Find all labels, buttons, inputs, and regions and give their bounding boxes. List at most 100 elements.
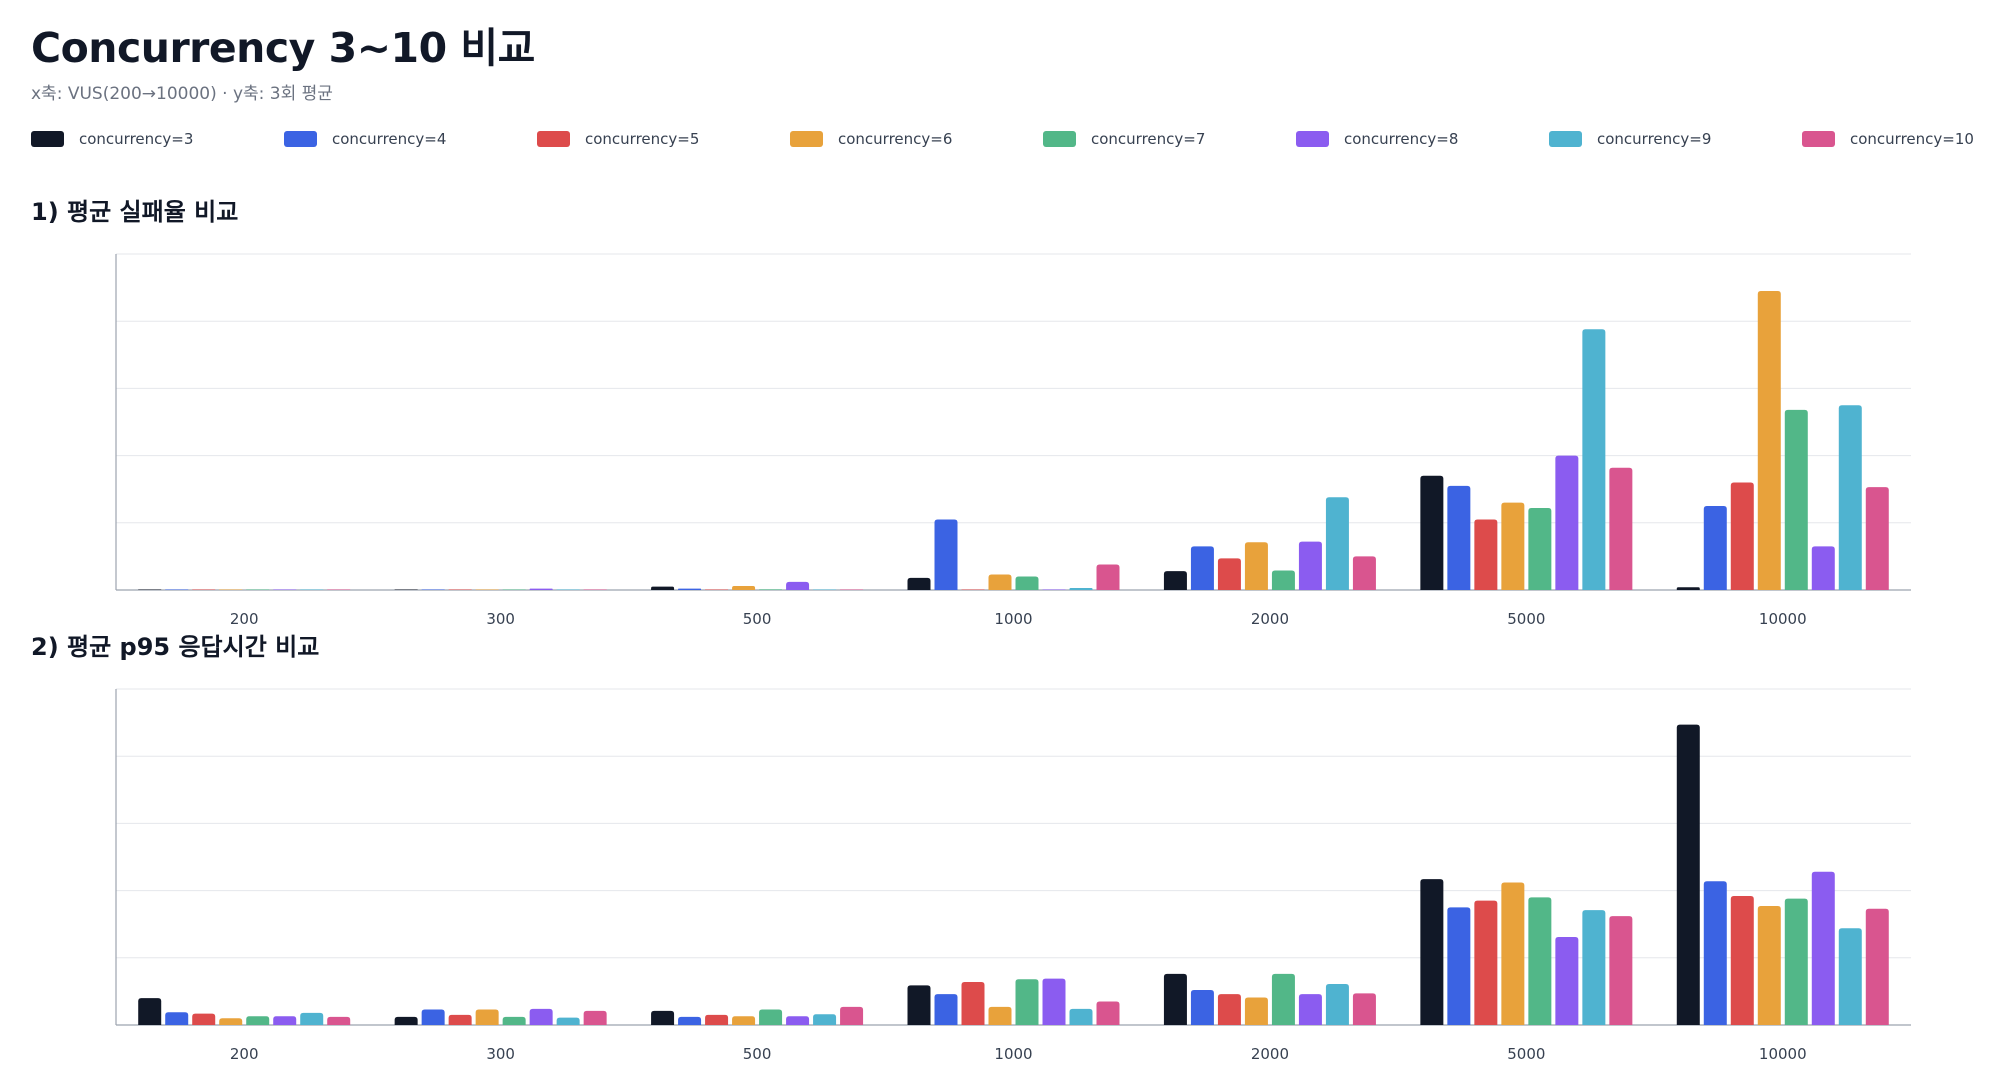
bar [1015,576,1039,590]
legend-label: concurrency=10 [1850,130,1974,148]
bar [394,1016,418,1025]
bar [1474,900,1498,1025]
failure-rate-chart: 200 300 500 1000 2000 5000 10000 [115,253,1911,628]
bar [475,589,499,590]
p95-latency-chart: 200 300 500 1000 2000 5000 10000 [115,688,1911,1063]
bar [813,1014,837,1025]
bar [786,1016,810,1025]
bar [1163,571,1187,590]
bar [1703,881,1727,1025]
bar [1784,898,1808,1025]
bar [246,1016,270,1025]
x-tick-label: 300 [486,1045,515,1063]
bar [1190,546,1214,590]
bar [1838,405,1862,590]
bar [394,589,418,590]
bar [1757,290,1781,590]
bar [1096,564,1120,590]
x-tick-label: 2000 [1251,1045,1289,1063]
x-tick-label: 1000 [994,610,1032,628]
x-tick-label: 1000 [994,1045,1032,1063]
bar [1703,506,1727,590]
legend-swatch [1802,131,1835,147]
bar [1838,928,1862,1025]
legend-label: concurrency=7 [1091,130,1206,148]
x-tick-label: 300 [486,610,515,628]
bar [786,581,810,590]
x-tick-label: 10000 [1759,1045,1807,1063]
bar [1042,978,1066,1025]
bar [840,589,864,590]
bar [1298,994,1322,1025]
bar [732,1016,756,1025]
bar [219,1018,243,1025]
bar [502,1016,526,1025]
bar [961,981,985,1025]
bar [1609,916,1633,1025]
bar [1244,542,1268,590]
bar [1609,467,1633,590]
bar [1784,409,1808,590]
legend-label: concurrency=3 [79,130,194,148]
bar [1582,329,1606,590]
legend-label: concurrency=5 [585,130,700,148]
bar [732,585,756,590]
bar [1352,556,1376,590]
bar [475,1009,499,1025]
bar [678,588,702,590]
bar [678,1016,702,1025]
bar [988,574,1012,590]
bar [421,589,445,590]
bar [1865,487,1889,590]
bar [192,589,216,590]
x-tick-label: 5000 [1507,610,1545,628]
legend-swatch [537,131,570,147]
bar [1501,882,1525,1025]
legend-item-concurrency-3: concurrency=3 [31,130,193,148]
bar [1555,936,1579,1025]
bar [1811,871,1835,1025]
bar [907,985,931,1025]
bar [327,1016,351,1025]
legend-item-concurrency-9: concurrency=9 [1549,130,1711,148]
legend-item-concurrency-7: concurrency=7 [1043,130,1205,148]
bar [1676,587,1700,590]
bar [192,1013,216,1025]
bar [1069,1008,1093,1025]
legend-swatch [31,131,64,147]
bar [813,589,837,590]
bar [273,1016,297,1025]
p95-chart-title: 2) 평균 p95 응답시간 비교 [31,633,320,661]
bar [1528,897,1552,1025]
legend-item-concurrency-8: concurrency=8 [1296,130,1458,148]
bar [1069,587,1093,590]
bar [1447,907,1471,1025]
bar [529,1008,553,1025]
x-tick-label: 500 [743,1045,772,1063]
legend-label: concurrency=9 [1597,130,1712,148]
bar [300,589,324,590]
bar [1420,879,1444,1025]
bar [529,588,553,590]
legend-swatch [1549,131,1582,147]
x-tick-label: 200 [230,610,259,628]
bar [327,589,351,590]
bar [988,1006,1012,1025]
x-tick-label: 5000 [1507,1045,1545,1063]
legend-label: concurrency=8 [1344,130,1459,148]
legend-item-concurrency-6: concurrency=6 [790,130,952,148]
bar [759,1009,783,1025]
bar [961,589,985,590]
bar [448,1014,472,1025]
x-tick-label: 2000 [1251,610,1289,628]
bar [1555,455,1579,590]
bar [556,1017,580,1025]
bar [1096,1001,1120,1025]
bar [934,994,958,1025]
bar [1244,997,1268,1025]
bar [421,1009,445,1025]
bar [273,589,297,590]
bar [1217,558,1241,590]
bar [1190,990,1214,1025]
legend-item-concurrency-4: concurrency=4 [284,130,446,148]
